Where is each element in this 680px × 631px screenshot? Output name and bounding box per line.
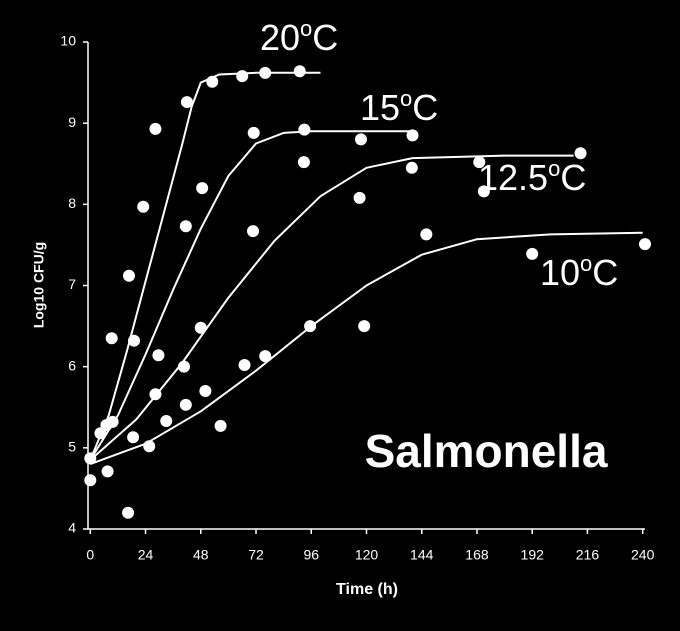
fit-line <box>89 154 574 461</box>
y-tick-label: 5 <box>68 439 76 455</box>
point <box>100 419 113 432</box>
y-tick-label: 8 <box>68 195 76 211</box>
y-tick-label: 7 <box>68 276 76 292</box>
point <box>477 185 490 198</box>
x-tick-label: 144 <box>410 547 434 563</box>
series-label-part: 15 <box>360 87 400 128</box>
point <box>236 70 249 83</box>
y-axis-title: Log10 CFU/g <box>31 242 47 328</box>
point <box>293 65 306 78</box>
point <box>122 269 135 282</box>
x-tick-label: 24 <box>138 547 154 563</box>
y-tick-label: 6 <box>68 357 76 373</box>
fit-line <box>89 71 321 461</box>
x-tick-label: 72 <box>248 547 264 563</box>
point <box>84 474 97 487</box>
series-label: 20oC <box>260 16 338 58</box>
point <box>420 228 433 241</box>
x-tick-label: 192 <box>521 547 545 563</box>
point <box>526 247 539 260</box>
point <box>149 122 162 135</box>
point <box>247 225 260 238</box>
series-label: 10oC <box>540 251 618 293</box>
series-label: 12.5oC <box>478 156 586 198</box>
series-label-part: C <box>592 252 618 293</box>
point <box>152 349 165 362</box>
fit-line <box>89 231 643 466</box>
point <box>194 321 207 334</box>
x-tick-label: 168 <box>465 547 489 563</box>
point <box>247 126 260 139</box>
x-tick-label: 216 <box>576 547 600 563</box>
point <box>137 200 150 213</box>
x-tick-label: 240 <box>631 547 655 563</box>
point <box>179 220 192 233</box>
point <box>298 123 311 136</box>
point <box>206 75 219 88</box>
point <box>122 506 135 519</box>
point <box>105 332 118 345</box>
point <box>358 320 371 333</box>
point <box>179 398 192 411</box>
point <box>143 440 156 453</box>
series-label-part: 20 <box>260 17 300 58</box>
series-label-part: 10 <box>540 252 580 293</box>
point <box>574 147 587 160</box>
x-tick-label: 48 <box>193 547 209 563</box>
series-label-part: C <box>312 17 338 58</box>
point <box>127 431 140 444</box>
point <box>304 320 317 333</box>
fit-line <box>89 130 413 461</box>
point <box>406 129 419 142</box>
point <box>353 191 366 204</box>
point <box>101 465 114 478</box>
point <box>238 359 251 372</box>
series-label-part: o <box>400 86 412 111</box>
series-label-part: 12.5 <box>478 157 548 198</box>
series-label-part: o <box>548 156 560 181</box>
point <box>297 156 310 169</box>
point <box>214 419 227 432</box>
series-label-part: C <box>560 157 586 198</box>
point <box>473 156 486 169</box>
series-label: 15oC <box>360 86 438 128</box>
point <box>196 182 209 195</box>
y-tick-label: 4 <box>68 520 76 536</box>
point <box>160 415 173 428</box>
series-label-part: C <box>412 87 438 128</box>
point <box>180 96 193 109</box>
x-axis-title: Time (h) <box>336 581 398 598</box>
x-tick-label: 0 <box>86 547 94 563</box>
point <box>405 161 418 174</box>
point <box>149 388 162 401</box>
series-label-part: o <box>300 16 312 41</box>
point <box>199 385 212 398</box>
y-tick-label: 10 <box>60 33 76 49</box>
series-label-part: o <box>580 251 592 276</box>
x-tick-label: 96 <box>303 547 319 563</box>
point <box>639 238 651 251</box>
point <box>128 334 141 347</box>
point <box>259 350 272 363</box>
x-tick-label: 120 <box>355 547 379 563</box>
y-tick-label: 9 <box>68 114 76 130</box>
point <box>259 66 272 79</box>
point <box>354 133 367 146</box>
annotation: Salmonella <box>365 425 608 477</box>
point <box>177 360 190 373</box>
